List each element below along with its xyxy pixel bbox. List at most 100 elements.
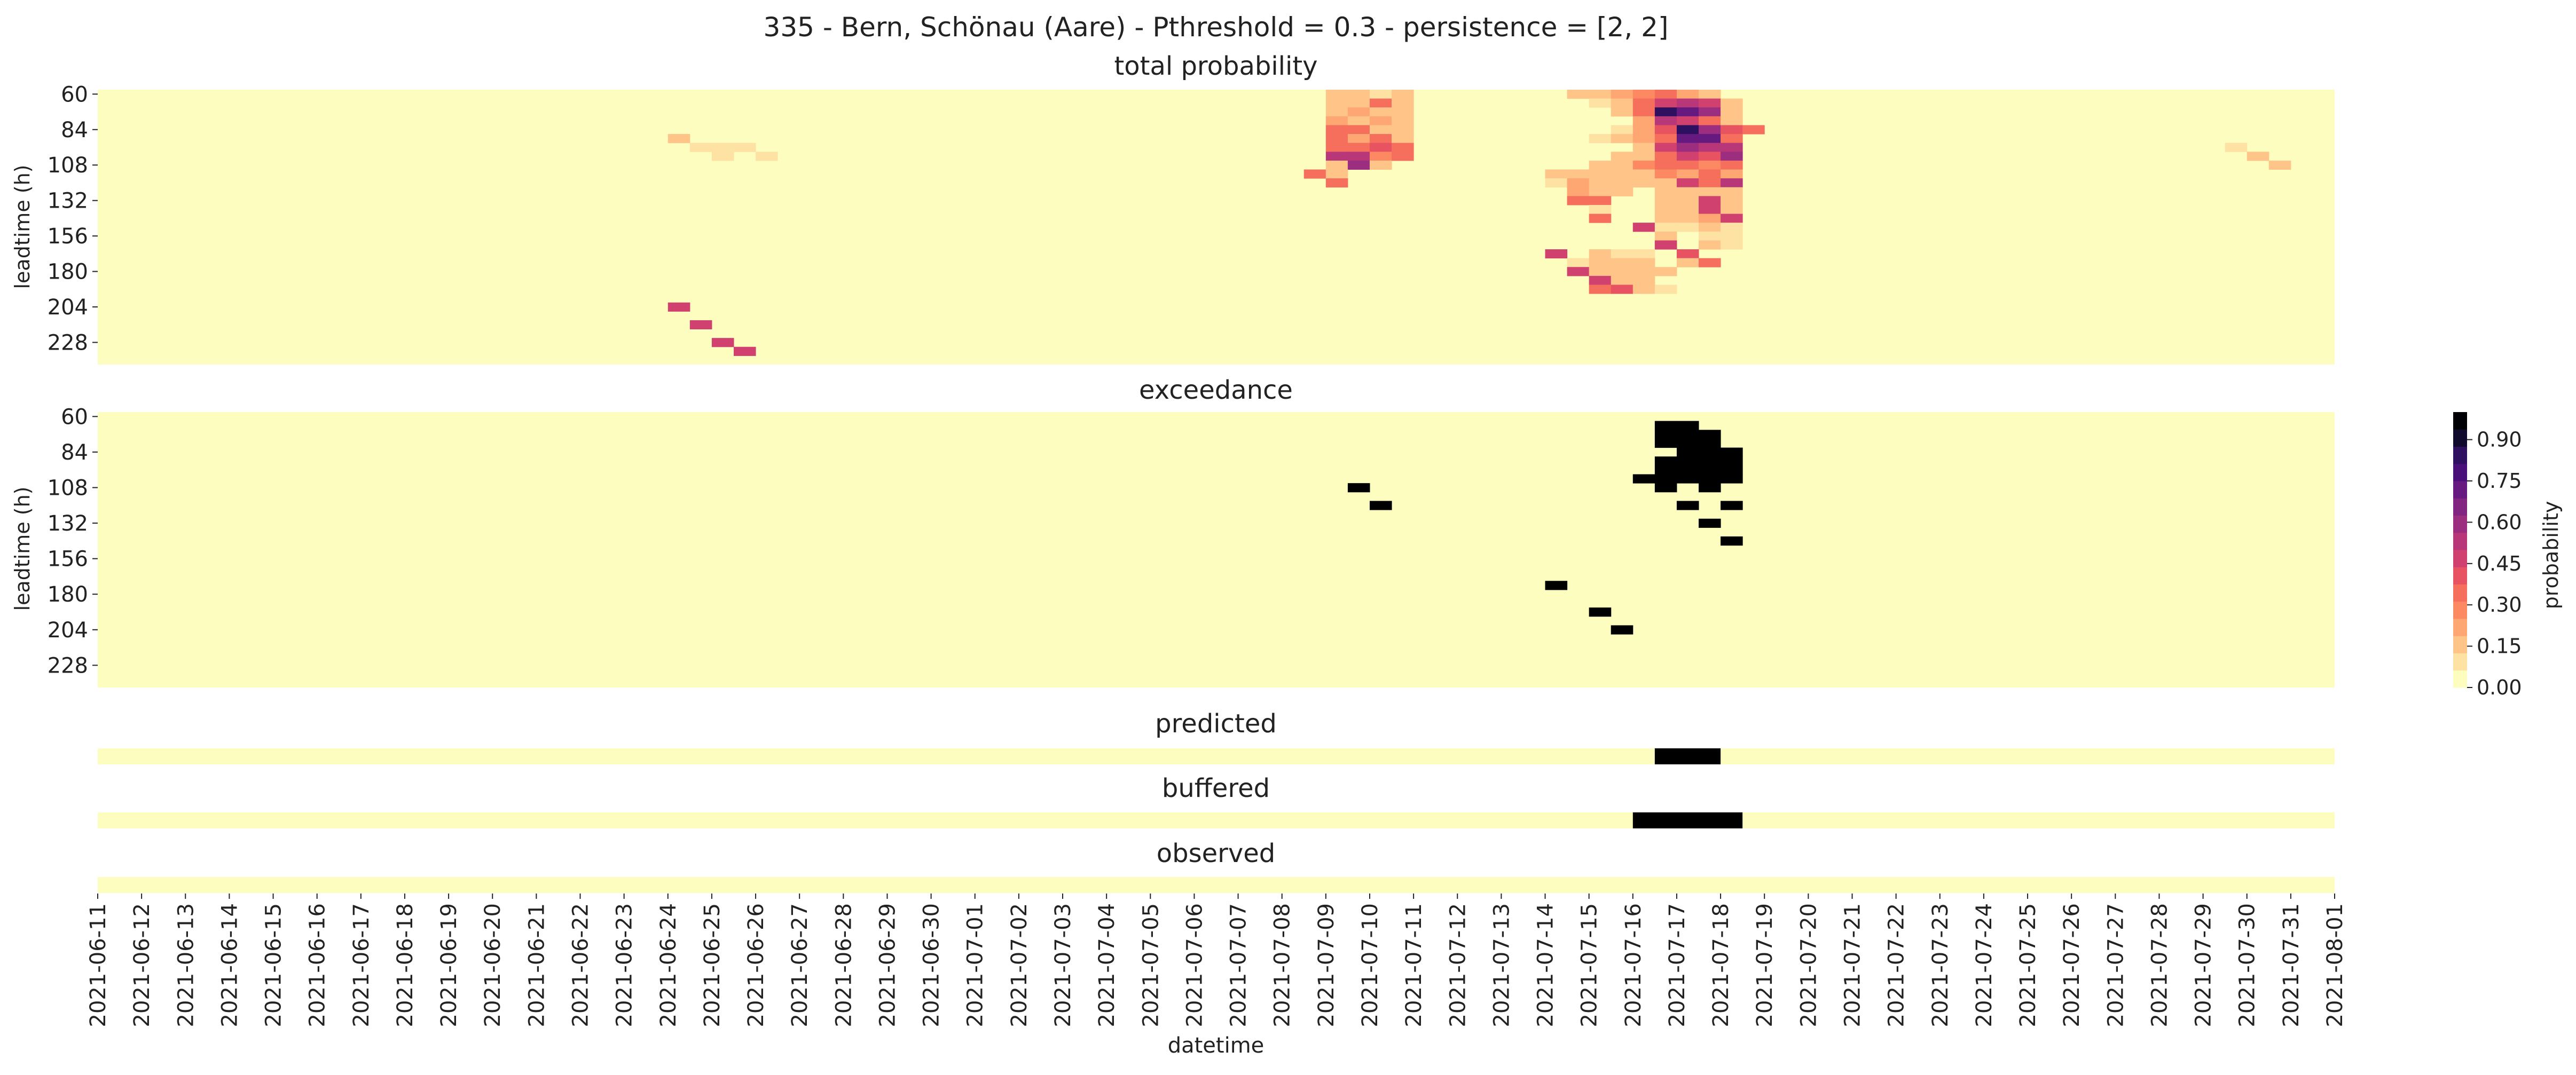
heatmap-cell: [1392, 116, 1414, 125]
heatmap-cell: [1632, 160, 1655, 170]
x-tick-label: 2021-06-30: [920, 903, 944, 1027]
heatmap-cell: [1721, 178, 1743, 188]
heatmap-cell: [1347, 116, 1370, 125]
colorbar-tick-label: 0.60: [2477, 510, 2522, 534]
heatmap-cell: [1699, 240, 1721, 250]
heatmap-cell: [1721, 152, 1743, 161]
heatmap-cell: [1699, 465, 1721, 475]
x-tick-label: 2021-06-13: [174, 903, 198, 1027]
heatmap-cell: [1347, 98, 1370, 108]
heatmap-cell: [1721, 223, 1743, 232]
x-tick-label: 2021-06-23: [612, 903, 637, 1027]
heatmap-cell: [1676, 465, 1699, 475]
heatmap-cell: [667, 302, 690, 312]
heatmap-cell: [1699, 169, 1721, 179]
heatmap-cell: [1676, 196, 1699, 205]
heatmap-cell: [711, 152, 734, 161]
heatmap-cell: [1325, 143, 1348, 152]
heatmap-cell: [1611, 178, 1633, 188]
heatmap-cell: [711, 143, 734, 152]
heatmap-cell: [1654, 160, 1677, 170]
colorbar-segment: [2453, 463, 2467, 481]
heatmap-cell: [1392, 90, 1414, 99]
panel-title-buffered: buffered: [1162, 773, 1270, 803]
heatmap-cell: [1369, 90, 1392, 99]
heatmap-cell: [1589, 187, 1612, 196]
x-tick-label: 2021-07-18: [1709, 903, 1733, 1027]
heatmap-cell: [1721, 143, 1743, 152]
heatmap-cell: [1611, 134, 1633, 144]
heatmap-cell: [1589, 267, 1612, 276]
x-tick-label: 2021-07-14: [1534, 903, 1558, 1027]
heatmap-cell: [1721, 231, 1743, 241]
x-tick-label: 2021-07-01: [963, 903, 988, 1027]
x-tick-label: 2021-07-16: [1621, 903, 1646, 1027]
heatmap-cell: [1721, 501, 1743, 510]
heatmap-cell: [1654, 204, 1677, 215]
heatmap-cell: [1676, 134, 1699, 144]
heatmap-cell: [1325, 169, 1348, 179]
x-tick-label: 2021-07-26: [2060, 903, 2084, 1027]
heatmap-cell: [1589, 249, 1612, 259]
x-tick-label: 2021-07-28: [2147, 903, 2172, 1027]
x-tick-label: 2021-06-28: [831, 903, 856, 1027]
heatmap-cell: [689, 143, 712, 152]
heatmap-cell: [1369, 143, 1392, 152]
heatmap-cell: [1589, 160, 1612, 170]
heatmap-cell: [1721, 536, 1743, 546]
heatmap-cell: [1611, 249, 1633, 259]
heatmap-cell: [1676, 107, 1699, 117]
heatmap-cell: [1589, 275, 1612, 285]
x-tick-label: 2021-07-11: [1402, 903, 1426, 1027]
heatmap-cell: [1611, 152, 1633, 161]
heatmap-cell: [1654, 125, 1677, 135]
colorbar-tick-label: 0.30: [2477, 593, 2522, 616]
heatmap-cell: [1721, 125, 1743, 135]
heatmap-cell: [1699, 447, 1721, 457]
heatmap-cell: [1325, 90, 1348, 99]
panel-title-total-probability: total probability: [1114, 51, 1317, 81]
heatmap-cell: [1676, 421, 1699, 430]
heatmap-cell: [1676, 430, 1699, 439]
x-tick-label: 2021-06-29: [875, 903, 900, 1027]
heatmap-cell: [1632, 258, 1655, 267]
x-tick-label: 2021-07-21: [1840, 903, 1865, 1027]
x-tick-label: 2021-07-09: [1314, 903, 1339, 1027]
heatmap-cell: [1567, 196, 1590, 205]
heatmap-cell: [1632, 107, 1655, 117]
heatmap-cell: [1721, 204, 1743, 215]
panel-title-observed: observed: [1157, 839, 1276, 868]
heatmap-cell: [1589, 258, 1612, 267]
heatmap-cell: [1676, 178, 1699, 188]
heatmap-cell: [1721, 116, 1743, 125]
heatmap-cell: [1699, 152, 1721, 161]
colorbar-segment: [2453, 498, 2467, 516]
heatmap-cell: [1567, 267, 1590, 276]
heatmap-cell: [1369, 125, 1392, 135]
heatmap-cell: [1699, 116, 1721, 125]
heatmap-cell: [1699, 204, 1721, 215]
heatmap-cell: [1654, 421, 1677, 430]
x-tick-label: 2021-07-07: [1227, 903, 1251, 1027]
heatmap-cell: [2247, 152, 2269, 161]
y-axis-exceedance: 60 84 108 132 156 180 204 228: [48, 405, 98, 678]
heatmap-cell: [1325, 116, 1348, 125]
heatmap-total-probability: [98, 90, 2335, 365]
heatmap-cell: [1632, 152, 1655, 161]
heatmap-cell: [1392, 134, 1414, 144]
x-axis-label: datetime: [1168, 1033, 1265, 1058]
heatmap-cell: [1611, 125, 1633, 135]
colorbar-segment: [2453, 515, 2467, 533]
heatmap-cell: [1654, 152, 1677, 161]
heatmap-cell: [1654, 438, 1677, 448]
heatmap-cell: [1699, 430, 1721, 439]
heatmap-cell: [1392, 98, 1414, 108]
heatmap-cell: [1654, 240, 1677, 250]
heatmap-cell: [1699, 438, 1721, 448]
y-tick-label: 84: [61, 118, 88, 143]
heatmap-cell: [1721, 169, 1743, 179]
heatmap-cell: [1392, 143, 1414, 152]
heatmap-cell: [1325, 152, 1348, 161]
heatmap-cell: [1611, 90, 1633, 99]
